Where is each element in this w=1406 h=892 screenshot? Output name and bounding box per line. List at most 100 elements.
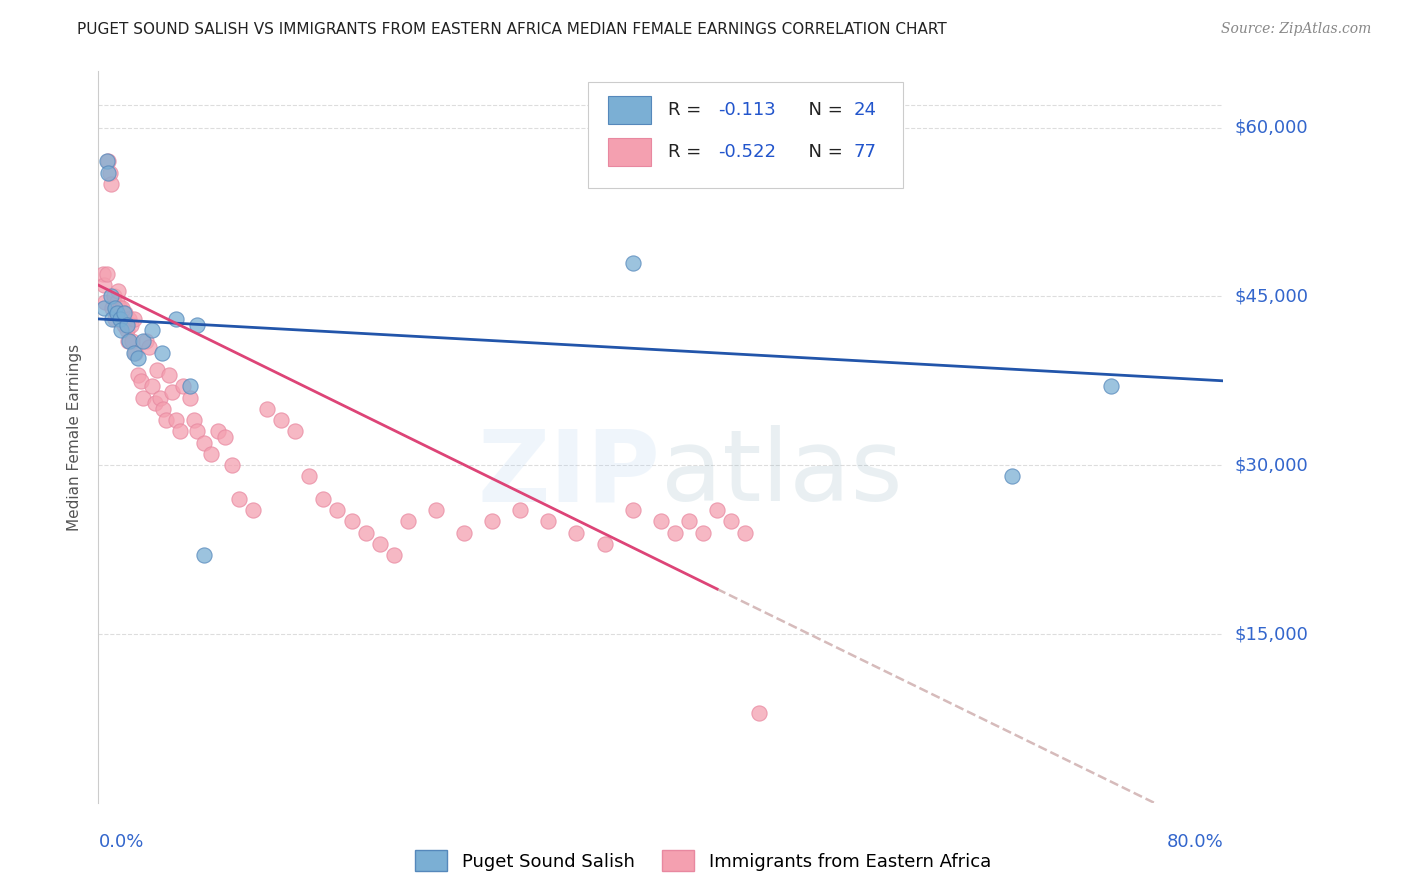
Bar [607,138,651,166]
Point [129,374,152,388]
Point [1001,469,1024,483]
Point [748,706,770,720]
Point [93,301,115,315]
Point [98,166,121,180]
Point [143,396,166,410]
Text: 77: 77 [853,143,876,161]
Point [120,318,142,332]
Point [118,312,141,326]
Point [200,447,222,461]
Point [453,525,475,540]
Point [509,503,531,517]
Point [734,525,756,540]
Point [425,503,447,517]
Point [155,413,177,427]
Point [115,318,138,332]
Point [354,525,377,540]
Point [117,334,139,349]
Point [132,391,155,405]
Point [96,267,118,281]
Point [621,255,644,269]
Point [112,318,135,332]
Text: $45,000: $45,000 [1234,287,1309,305]
Text: R =: R = [668,143,707,161]
Point [228,491,250,506]
Point [110,312,132,326]
Point [242,503,264,517]
Point [382,548,405,562]
Point [593,537,616,551]
Point [101,312,124,326]
Point [298,469,321,483]
Point [650,515,672,529]
Text: 0.0%: 0.0% [98,833,143,851]
Point [720,515,742,529]
Point [110,323,132,337]
Point [93,278,115,293]
Point [97,154,120,169]
Point [118,334,141,349]
Point [104,312,127,326]
Point [193,548,215,562]
Point [207,425,229,439]
Point [108,312,131,326]
Point [256,401,278,416]
Point [105,295,128,310]
Point [172,379,194,393]
Text: N =: N = [797,143,848,161]
Point [105,306,128,320]
Point [127,351,149,366]
Point [122,345,145,359]
Point [146,362,169,376]
Text: $30,000: $30,000 [1234,456,1308,475]
Text: N =: N = [797,101,848,120]
Point [193,435,215,450]
Point [141,379,163,393]
Point [160,385,183,400]
Point [368,537,391,551]
Legend: Puget Sound Salish, Immigrants from Eastern Africa: Puget Sound Salish, Immigrants from East… [408,843,998,879]
Text: ZIP: ZIP [478,425,661,522]
Text: $15,000: $15,000 [1234,625,1308,643]
Point [340,515,363,529]
Point [396,515,419,529]
Point [104,301,127,315]
Point [179,391,201,405]
Point [127,368,149,383]
Point [270,413,292,427]
Text: PUGET SOUND SALISH VS IMMIGRANTS FROM EASTERN AFRICA MEDIAN FEMALE EARNINGS CORR: PUGET SOUND SALISH VS IMMIGRANTS FROM EA… [77,22,948,37]
Point [169,425,191,439]
Point [214,430,236,444]
Point [138,340,160,354]
Text: R =: R = [668,101,707,120]
Point [481,515,503,529]
Point [122,312,145,326]
Point [1099,379,1122,393]
Point [94,295,117,310]
Point [621,503,644,517]
Point [149,391,172,405]
Point [706,503,728,517]
Point [150,345,173,359]
Point [165,413,187,427]
Point [103,289,125,303]
Point [186,425,208,439]
Text: 24: 24 [853,101,876,120]
Point [112,306,135,320]
Point [101,301,124,315]
Point [284,425,307,439]
Point [114,306,136,320]
Point [100,177,122,191]
Point [96,154,118,169]
Point [692,525,714,540]
Point [157,368,180,383]
Point [678,515,700,529]
Point [97,166,120,180]
Point [132,334,155,349]
Point [91,267,114,281]
Point [152,401,174,416]
Point [107,284,129,298]
Point [135,334,157,349]
Point [664,525,686,540]
Point [179,379,201,393]
